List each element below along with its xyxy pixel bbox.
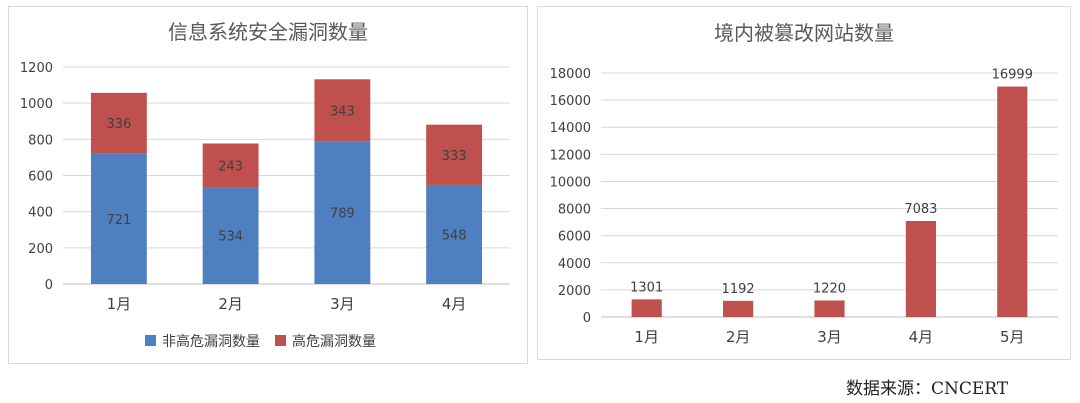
y-tick-label: 10000 — [550, 175, 591, 190]
y-tick-label: 400 — [28, 206, 53, 221]
x-tick-label: 4月 — [442, 295, 467, 313]
data-label: 721 — [106, 213, 131, 228]
bar — [997, 86, 1028, 317]
y-tick-label: 0 — [45, 278, 53, 293]
tampered-websites-chart: 境内被篡改网站数量 0 2000 4000 6000 8000 10000 12000 1400… — [537, 6, 1071, 360]
y-tick-label: 2000 — [558, 284, 591, 299]
bar — [814, 300, 845, 317]
y-tick-label: 6000 — [558, 230, 591, 245]
data-label: 1301 — [630, 280, 663, 295]
y-tick-label: 14000 — [550, 121, 591, 136]
data-label: 548 — [442, 228, 467, 243]
bar — [426, 184, 483, 284]
data-label: 333 — [442, 149, 467, 164]
data-label: 336 — [106, 117, 131, 132]
data-label: 789 — [330, 207, 355, 222]
vulnerability-chart: 信息系统安全漏洞数量 0 200 400 600 800 1000 1200 1月 721 336 2… — [8, 6, 528, 364]
x-tick-label: 5月 — [1000, 328, 1025, 346]
bar — [426, 124, 483, 185]
y-tick-label: 1000 — [20, 97, 53, 112]
legend-label: 非高危漏洞数量 — [162, 333, 260, 350]
bar — [202, 187, 259, 284]
bar — [314, 141, 371, 284]
bar — [905, 220, 936, 317]
x-tick-label: 1月 — [107, 295, 132, 313]
y-tick-label: 1200 — [20, 61, 53, 76]
bar — [631, 299, 662, 317]
y-tick-label: 200 — [28, 242, 53, 257]
y-tick-label: 0 — [583, 311, 591, 326]
bar — [314, 79, 371, 142]
y-tick-label: 18000 — [550, 67, 591, 82]
data-label: 1192 — [722, 282, 755, 297]
y-tick-label: 16000 — [550, 94, 591, 109]
x-tick-label: 2月 — [726, 328, 751, 346]
source-note: 数据来源：CNCERT — [846, 379, 1009, 399]
x-tick-label: 2月 — [218, 295, 243, 313]
bar — [90, 153, 147, 284]
chart-frame — [537, 6, 1071, 360]
data-label: 243 — [218, 159, 243, 174]
data-label: 16999 — [992, 68, 1033, 83]
y-tick-label: 600 — [28, 170, 53, 185]
x-tick-label: 3月 — [330, 295, 355, 313]
data-label: 7083 — [904, 202, 937, 217]
data-label: 343 — [330, 104, 355, 119]
chart-title: 境内被篡改网站数量 — [714, 21, 894, 45]
y-tick-label: 4000 — [558, 257, 591, 272]
y-tick-label: 12000 — [550, 148, 591, 163]
chart-title: 信息系统安全漏洞数量 — [168, 20, 368, 44]
data-label: 534 — [218, 230, 243, 245]
y-tick-label: 800 — [28, 133, 53, 148]
x-tick-label: 1月 — [634, 328, 659, 346]
x-tick-label: 3月 — [817, 328, 842, 346]
y-tick-label: 8000 — [558, 203, 591, 218]
bar — [202, 143, 259, 188]
legend-label: 高危漏洞数量 — [292, 333, 376, 350]
bar — [723, 300, 754, 317]
x-tick-label: 4月 — [909, 328, 934, 346]
legend-swatch — [275, 335, 286, 346]
bar — [90, 92, 147, 154]
legend-swatch — [145, 335, 156, 346]
data-label: 1220 — [813, 281, 846, 296]
